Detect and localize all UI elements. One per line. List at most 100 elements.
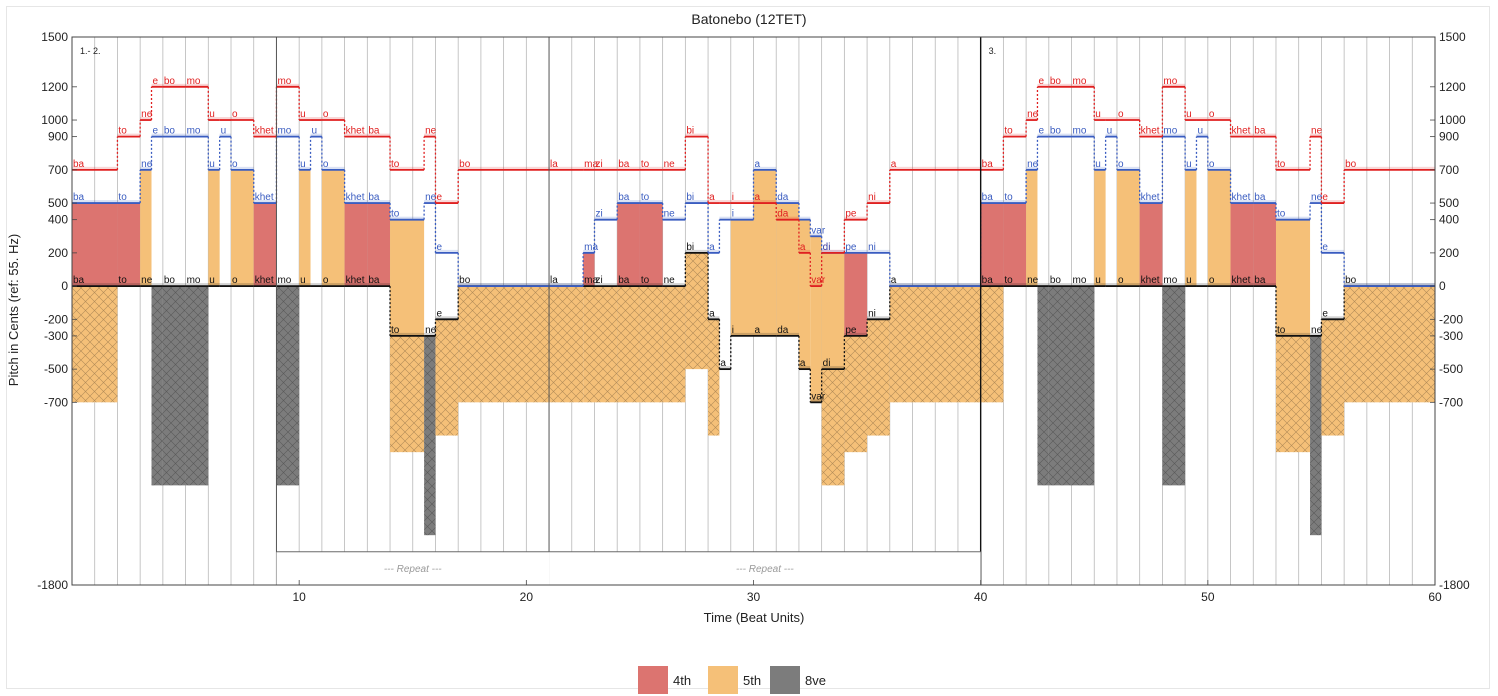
y-tick-label: -1800 <box>37 578 68 592</box>
interval-region <box>140 169 152 287</box>
syllable-middle: u <box>1107 126 1113 137</box>
bass-voice-halo <box>1037 283 1049 287</box>
middle-voice-halo <box>685 200 709 204</box>
y-tick-label: 700 <box>48 163 68 177</box>
interval-hatch <box>980 286 1004 403</box>
syllable-bass: mo <box>1073 275 1087 286</box>
syllable-middle: to <box>641 192 650 203</box>
syllable-bass: ba <box>368 275 380 286</box>
legend-item: 5th <box>708 666 761 694</box>
syllable-bass: ba <box>982 275 994 286</box>
syllable-middle: i <box>732 209 734 220</box>
interval-hatch <box>844 335 868 453</box>
syllable-bass: bo <box>1345 275 1357 286</box>
middle-voice-halo <box>798 216 811 220</box>
top-voice-halo <box>231 117 254 121</box>
top-voice-halo <box>1037 83 1049 87</box>
repeat-box <box>549 551 981 585</box>
syllable-bass: u <box>209 275 215 286</box>
middle-voice-halo <box>1162 133 1186 137</box>
syllable-top: ma <box>584 159 598 170</box>
syllable-bass: la <box>550 275 558 286</box>
top-voice-halo <box>117 133 141 137</box>
interval-region <box>776 203 799 336</box>
syllable-bass: bo <box>1050 275 1062 286</box>
bass-voice-halo <box>1162 283 1186 287</box>
bass-voice-halo <box>662 283 686 287</box>
syllable-bass: mo <box>277 275 291 286</box>
pitch-chart: Batonebo (12TET) bababatototoneneneeebob… <box>6 11 1470 625</box>
top-voice-halo <box>1116 117 1140 121</box>
y-tick-label: 1200 <box>41 80 68 94</box>
interval-hatch <box>424 335 436 536</box>
syllable-top: da <box>777 209 789 220</box>
syllable-middle: mo <box>277 126 291 137</box>
bass-voice-halo <box>798 366 811 370</box>
interval-hatch <box>390 335 425 453</box>
middle-voice-halo <box>708 249 720 253</box>
bass-voice-halo <box>639 283 663 287</box>
syllable-bass: khet <box>1232 275 1251 286</box>
interval-regions <box>72 169 1435 536</box>
interval-region <box>72 203 118 287</box>
interval-hatch <box>1275 335 1311 453</box>
interval-region <box>344 203 368 287</box>
section-label: 3. <box>989 46 997 56</box>
top-voice-halo <box>435 200 459 204</box>
middle-voice-halo <box>821 249 845 253</box>
syllable-middle: o <box>1209 159 1215 170</box>
syllable-top: o <box>1209 109 1215 120</box>
syllable-bass: a <box>891 275 897 286</box>
interval-hatch <box>185 286 209 486</box>
syllable-middle: pe <box>845 242 857 253</box>
y-axis-label: Pitch in Cents (ref: 55. Hz) <box>6 234 21 386</box>
syllable-bass: da <box>777 325 789 336</box>
syllable-labels: bababatototoneneneeebobobomomomouuuuoook… <box>73 76 1357 403</box>
syllable-middle: ba <box>368 192 380 203</box>
top-voice-halo <box>753 200 777 204</box>
middle-voice-halo <box>1116 166 1140 170</box>
bass-voice-halo <box>1139 283 1163 287</box>
top-voice-halo <box>390 166 425 170</box>
voice-lines <box>72 83 1435 404</box>
top-voice-halo <box>208 117 220 121</box>
middle-voice-halo <box>219 133 232 137</box>
syllable-bass: to <box>1277 325 1286 336</box>
syllable-bass: i <box>732 325 734 336</box>
middle-voice-halo <box>1071 133 1095 137</box>
top-voice-halo <box>1094 117 1106 121</box>
bass-voice-halo <box>162 283 186 287</box>
y-tick-label: -300 <box>1439 329 1463 343</box>
bass-voice-halo <box>753 332 777 336</box>
syllable-top: to <box>641 159 650 170</box>
syllable-bass: to <box>118 275 127 286</box>
syllable-middle: o <box>323 159 329 170</box>
syllable-top: di <box>823 242 831 253</box>
syllable-middle: khet <box>1232 192 1251 203</box>
syllable-bass: mo <box>1163 275 1177 286</box>
syllable-middle: ba <box>73 192 85 203</box>
x-tick-label: 40 <box>974 590 988 604</box>
top-voice-halo <box>458 166 550 170</box>
y-tick-label: 900 <box>48 130 68 144</box>
bass-voice-halo <box>1094 283 1106 287</box>
bass-voice-halo <box>1048 283 1072 287</box>
interval-region <box>844 252 868 336</box>
syllable-top: to <box>118 126 127 137</box>
top-voice-halo <box>583 166 595 170</box>
middle-voice-halo <box>1026 166 1038 170</box>
top-voice-halo <box>594 166 618 170</box>
syllable-top: bo <box>1345 159 1357 170</box>
y-tick-label: -300 <box>44 329 68 343</box>
middle-voice-halo <box>140 166 152 170</box>
bass-voice-halo <box>1275 332 1311 336</box>
syllable-top: bo <box>164 76 176 87</box>
top-voice-halo <box>798 249 811 253</box>
y-tick-label: 500 <box>48 196 68 210</box>
middle-voice-halo <box>980 200 1004 204</box>
syllable-bass: a <box>755 325 761 336</box>
syllable-top: a <box>800 242 806 253</box>
interval-hatch <box>1321 319 1345 436</box>
legend-label: 5th <box>743 672 762 688</box>
syllable-middle: to <box>1004 192 1013 203</box>
